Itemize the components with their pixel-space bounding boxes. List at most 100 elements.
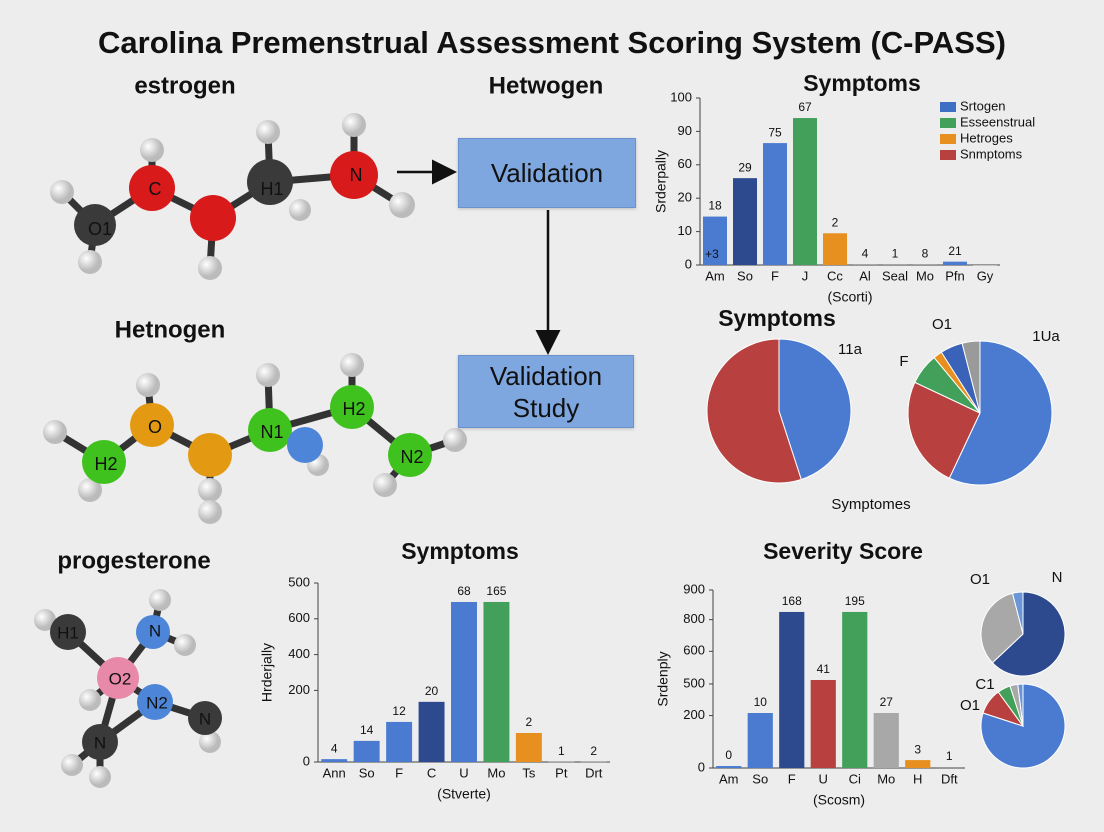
page-title: Carolina Premenstrual Assessment Scoring… — [98, 25, 1006, 60]
flow-box: Validation Study — [458, 355, 634, 428]
legend-swatch — [940, 134, 956, 144]
pie-slice — [991, 591, 1066, 677]
data-label: 1 — [892, 246, 899, 260]
bar — [779, 611, 805, 768]
bar — [943, 261, 967, 265]
data-label: 165 — [486, 584, 506, 598]
bar — [733, 178, 757, 265]
legend-swatch — [940, 150, 956, 160]
bar — [515, 733, 542, 762]
data-label: 27 — [880, 695, 894, 709]
x-tick-label: Mo — [487, 765, 505, 780]
x-tick-label: Dft — [941, 771, 958, 786]
atom-label: N2 — [400, 447, 423, 467]
atom-label: N — [199, 709, 211, 728]
y-tick-label: 800 — [683, 611, 705, 626]
pie-slice — [1017, 683, 1024, 727]
y-axis-label: Srderpally — [653, 150, 669, 213]
x-tick-label: Cc — [827, 268, 843, 283]
x-tick-label: So — [359, 765, 375, 780]
data-label: 10 — [754, 695, 768, 709]
atom-label: N — [149, 621, 161, 640]
x-tick-label: Ann — [323, 765, 346, 780]
x-tick-label: Seal — [882, 268, 908, 283]
pie-label: O1 — [970, 571, 990, 588]
data-label: 12 — [392, 704, 406, 718]
pie-slice — [961, 340, 981, 414]
pie-label: F — [899, 353, 908, 370]
data-label: 4 — [331, 741, 338, 755]
x-tick-label: So — [737, 268, 753, 283]
y-tick-label: 500 — [288, 574, 310, 589]
y-axis-label: Srdenply — [655, 651, 671, 706]
atom-label: C — [149, 179, 162, 199]
bar — [483, 601, 510, 762]
data-label: +3 — [705, 247, 719, 261]
legend-swatch — [940, 102, 956, 112]
x-axis-label: (Scosm) — [813, 792, 865, 808]
section-label: Hetwogen — [489, 72, 604, 99]
bar — [716, 766, 742, 768]
bar — [973, 265, 997, 266]
x-tick-label: C — [427, 765, 436, 780]
data-label: 21 — [948, 244, 962, 258]
bar — [873, 713, 899, 768]
data-label: 4 — [862, 246, 869, 260]
pie-slice — [778, 338, 852, 481]
bar — [353, 740, 380, 762]
pie-slice — [1011, 591, 1024, 635]
atom-label: O1 — [88, 219, 112, 239]
y-tick-label: 200 — [288, 682, 310, 697]
x-tick-label: Pfn — [945, 268, 965, 283]
pie-label: C1 — [975, 676, 994, 693]
data-label: 8 — [922, 246, 929, 260]
x-axis-label: (Stverte) — [437, 786, 491, 802]
y-tick-label: 600 — [288, 610, 310, 625]
legend-label: Hetroges — [960, 130, 1013, 145]
pie-caption: Symptomes — [831, 496, 910, 513]
pie-slice — [706, 338, 802, 484]
molecule-name: progesterone — [57, 547, 210, 574]
y-tick-label: 90 — [678, 123, 692, 138]
data-label: 1 — [558, 744, 565, 758]
chart-title: Symptoms — [803, 70, 921, 96]
data-label: 2 — [832, 215, 839, 229]
bar — [823, 233, 847, 265]
bar — [386, 721, 413, 762]
data-label: 168 — [782, 594, 802, 608]
legend-label: Srtogen — [960, 98, 1006, 113]
pie-label: O1 — [960, 697, 980, 714]
y-tick-label: 0 — [303, 753, 310, 768]
y-tick-label: 60 — [678, 156, 692, 171]
x-tick-label: Am — [719, 771, 739, 786]
x-tick-label: Gy — [977, 268, 994, 283]
bar — [548, 761, 575, 763]
bar — [913, 264, 937, 265]
bar — [763, 143, 787, 265]
x-tick-label: U — [459, 765, 468, 780]
y-tick-label: 500 — [683, 675, 705, 690]
legend-label: Snmptoms — [960, 146, 1023, 161]
x-tick-label: U — [819, 771, 828, 786]
y-tick-label: 20 — [678, 190, 692, 205]
atom-label: H1 — [260, 179, 283, 199]
x-tick-label: F — [771, 268, 779, 283]
x-tick-label: Mo — [877, 771, 895, 786]
y-tick-label: 0 — [698, 759, 705, 774]
x-tick-label: Mo — [916, 268, 934, 283]
x-tick-label: Pt — [555, 765, 568, 780]
y-tick-label: 100 — [670, 89, 692, 104]
bar — [853, 264, 877, 265]
legend-label: Esseenstrual — [960, 114, 1035, 129]
bar — [905, 760, 931, 768]
pie-label: O1 — [932, 316, 952, 333]
molecule-3-atoms — [34, 589, 222, 788]
atom-label: N — [94, 733, 106, 752]
legend-swatch — [940, 118, 956, 128]
bar — [418, 701, 445, 762]
data-label: 1 — [946, 749, 953, 763]
x-tick-label: F — [788, 771, 796, 786]
chart-title: Severity Score — [763, 538, 923, 564]
